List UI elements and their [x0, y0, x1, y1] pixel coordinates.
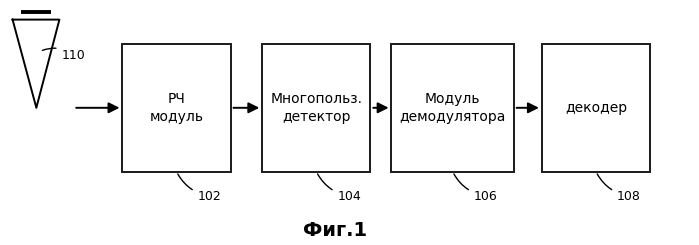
Text: Модуль
демодулятора: Модуль демодулятора: [399, 92, 506, 124]
Text: Многопольз.
детектор: Многопольз. детектор: [271, 92, 362, 124]
Text: 108: 108: [597, 174, 641, 203]
Text: РЧ
модуль: РЧ модуль: [150, 92, 203, 124]
Bar: [542, 44, 650, 172]
Bar: [262, 44, 370, 172]
Bar: [391, 44, 514, 172]
Bar: [122, 44, 231, 172]
Text: 104: 104: [317, 174, 361, 203]
Text: 110: 110: [43, 48, 85, 62]
Text: декодер: декодер: [565, 101, 627, 115]
Text: 106: 106: [454, 174, 497, 203]
Text: 102: 102: [178, 174, 221, 203]
Text: Фиг.1: Фиг.1: [303, 221, 368, 240]
